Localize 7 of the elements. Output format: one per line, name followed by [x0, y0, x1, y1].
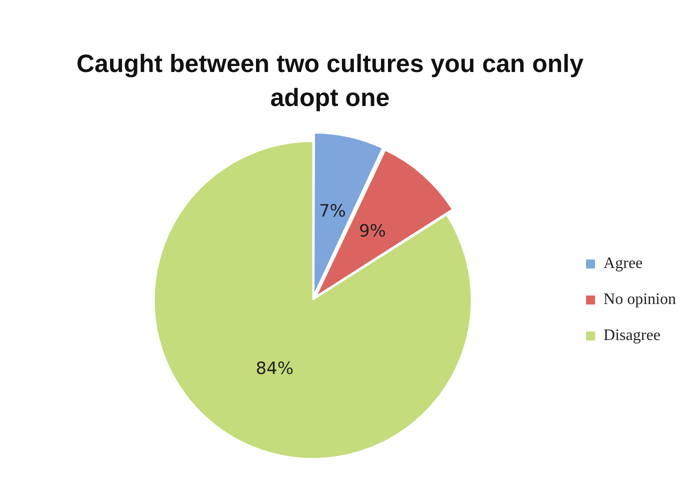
- data-label: 9%: [358, 222, 386, 242]
- chart-title: Caught between two cultures you can only adopt one: [75, 49, 584, 114]
- legend-label: Agree: [604, 255, 643, 272]
- legend-label: No opinion: [604, 291, 676, 308]
- data-label: 7%: [318, 201, 346, 222]
- legend-label: Disagree: [604, 327, 660, 344]
- data-label: 84%: [256, 358, 294, 379]
